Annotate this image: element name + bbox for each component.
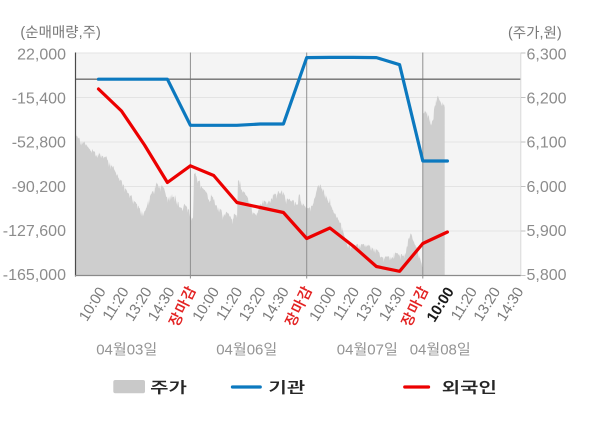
svg-text:-165,000: -165,000 xyxy=(3,267,66,284)
svg-text:,: , xyxy=(540,26,544,42)
svg-text:(: ( xyxy=(508,26,513,42)
svg-text:03: 03 xyxy=(127,342,144,359)
svg-text:,: , xyxy=(79,25,83,41)
svg-text:5,800: 5,800 xyxy=(527,267,567,284)
svg-text:6,300: 6,300 xyxy=(527,47,567,64)
svg-text:): ) xyxy=(557,26,562,42)
svg-text:04: 04 xyxy=(410,342,427,359)
svg-text:07: 07 xyxy=(367,342,384,359)
svg-text:(: ( xyxy=(20,25,25,41)
svg-text:6,200: 6,200 xyxy=(527,91,567,108)
svg-text:): ) xyxy=(96,25,101,41)
svg-text:-15,400: -15,400 xyxy=(12,91,66,108)
svg-text:6,000: 6,000 xyxy=(527,179,567,196)
svg-text:04: 04 xyxy=(337,342,354,359)
svg-text:-90,200: -90,200 xyxy=(12,179,66,196)
svg-text:04: 04 xyxy=(216,342,233,359)
svg-text:06: 06 xyxy=(247,342,264,359)
svg-text:-127,600: -127,600 xyxy=(3,223,66,240)
svg-text:08: 08 xyxy=(440,342,457,359)
svg-text:5,900: 5,900 xyxy=(527,223,567,240)
svg-text:22,000: 22,000 xyxy=(17,47,66,64)
svg-text:-52,800: -52,800 xyxy=(12,135,66,152)
svg-text:04: 04 xyxy=(96,342,113,359)
svg-text:6,100: 6,100 xyxy=(527,135,567,152)
